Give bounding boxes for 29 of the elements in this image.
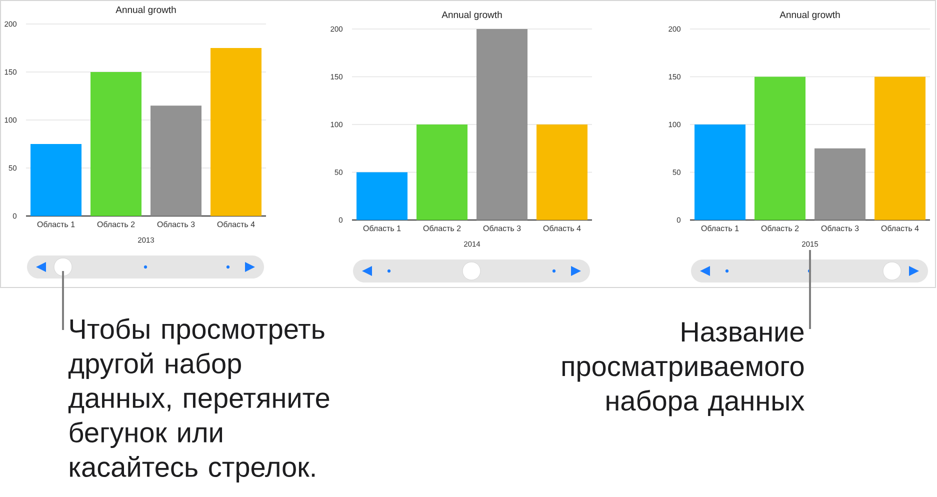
text: Название просматриваемого набора данных: [562, 322, 804, 416]
chart-title: Annual growth: [442, 11, 502, 20]
bar: [874, 76, 926, 220]
bar: [536, 124, 588, 220]
bar: [416, 124, 468, 220]
x-tick-label: Область 4: [543, 225, 581, 232]
bar: [30, 144, 82, 216]
chart-title: Annual growth: [780, 11, 840, 20]
x-tick-label: Область 3: [483, 225, 521, 232]
x-tick-label: Область 2: [423, 225, 461, 232]
bar: [476, 29, 528, 220]
x-tick-label: Область 4: [881, 225, 919, 232]
bar: [150, 106, 202, 216]
x-tick-label: Область 1: [363, 225, 401, 232]
bar: [754, 76, 806, 220]
x-tick-label: Область 2: [761, 225, 799, 232]
x-tick-label: Область 4: [217, 221, 255, 228]
x-tick-label: Область 3: [157, 221, 195, 228]
text: Чтобы просмотреть другой набор данных, перетяните бегунок или касайтесь стрелок.: [68, 318, 330, 483]
x-tick-label: Область 1: [701, 225, 739, 232]
bar: [356, 172, 408, 220]
x-tick-label: Область 2: [97, 221, 135, 228]
bar: [814, 148, 866, 220]
x-tick-label: Область 1: [37, 221, 75, 228]
x-tick-label: Область 3: [821, 225, 859, 232]
bar: [90, 72, 142, 216]
bar: [694, 124, 746, 220]
bar: [210, 48, 262, 216]
chart-title: Annual growth: [116, 6, 176, 15]
